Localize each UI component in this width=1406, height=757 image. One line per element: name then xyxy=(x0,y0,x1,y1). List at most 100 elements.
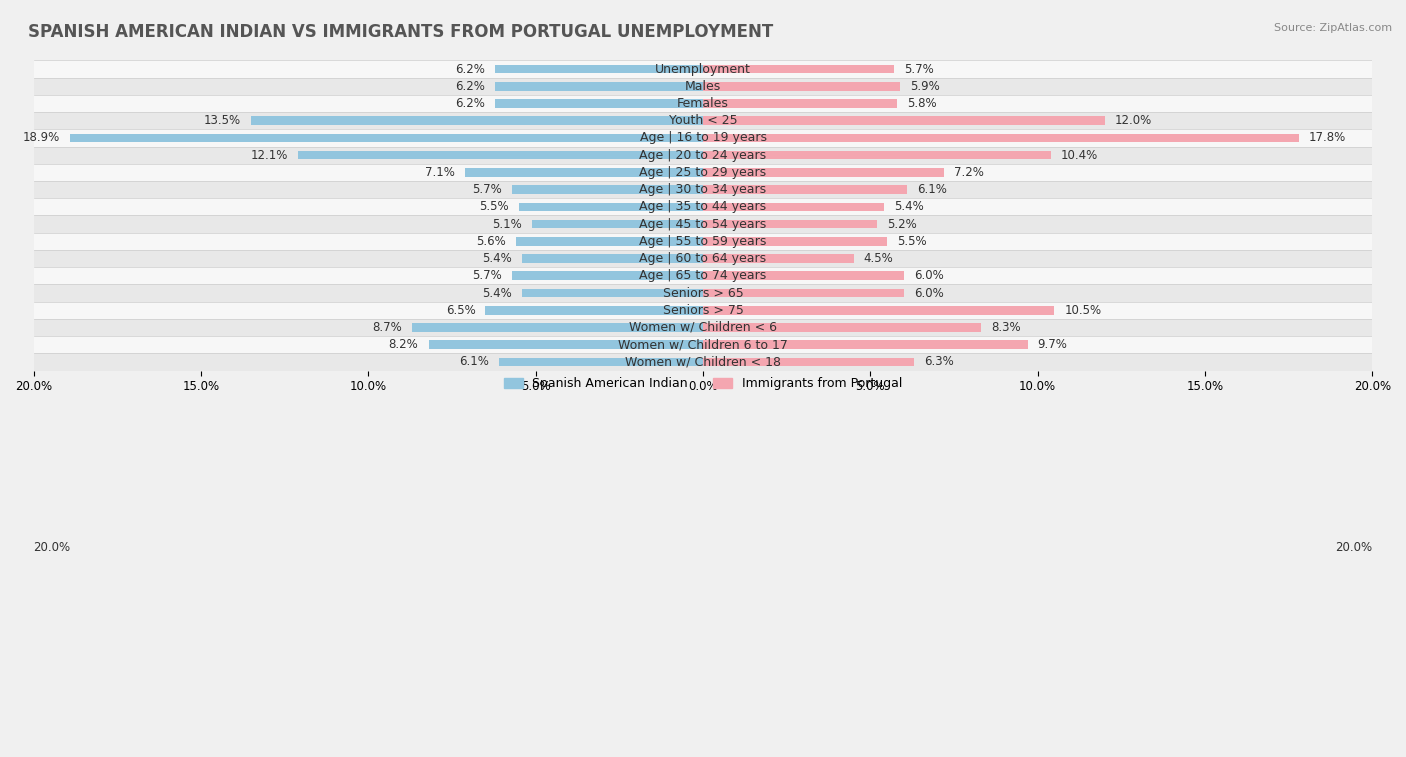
Text: 5.7%: 5.7% xyxy=(472,269,502,282)
Bar xyxy=(412,323,703,332)
Text: 12.1%: 12.1% xyxy=(250,148,288,162)
Text: Age | 60 to 64 years: Age | 60 to 64 years xyxy=(640,252,766,265)
Bar xyxy=(34,319,1372,336)
Text: 6.2%: 6.2% xyxy=(456,79,485,93)
Text: 9.7%: 9.7% xyxy=(1038,338,1067,351)
Bar xyxy=(34,181,1372,198)
Bar xyxy=(34,250,1372,267)
Text: 8.7%: 8.7% xyxy=(373,321,402,334)
Text: 5.5%: 5.5% xyxy=(479,201,509,213)
Bar xyxy=(703,254,853,263)
Bar xyxy=(499,357,703,366)
Bar xyxy=(34,216,1372,232)
Bar xyxy=(512,185,703,194)
Text: Females: Females xyxy=(678,97,728,110)
Text: SPANISH AMERICAN INDIAN VS IMMIGRANTS FROM PORTUGAL UNEMPLOYMENT: SPANISH AMERICAN INDIAN VS IMMIGRANTS FR… xyxy=(28,23,773,41)
Text: 4.5%: 4.5% xyxy=(863,252,893,265)
Text: Males: Males xyxy=(685,79,721,93)
Text: Women w/ Children < 18: Women w/ Children < 18 xyxy=(626,356,780,369)
Bar xyxy=(34,129,1372,147)
Text: 6.3%: 6.3% xyxy=(924,356,953,369)
Legend: Spanish American Indian, Immigrants from Portugal: Spanish American Indian, Immigrants from… xyxy=(499,372,907,395)
Bar xyxy=(703,272,904,280)
Text: 6.0%: 6.0% xyxy=(914,287,943,300)
Bar xyxy=(34,198,1372,216)
Bar xyxy=(34,336,1372,354)
Bar xyxy=(703,357,914,366)
Bar xyxy=(34,285,1372,301)
Text: Age | 30 to 34 years: Age | 30 to 34 years xyxy=(640,183,766,196)
Bar xyxy=(703,323,981,332)
Bar xyxy=(703,237,887,245)
Bar xyxy=(533,220,703,229)
Bar xyxy=(34,301,1372,319)
Text: 5.7%: 5.7% xyxy=(904,63,934,76)
Text: 17.8%: 17.8% xyxy=(1309,132,1346,145)
Bar xyxy=(34,112,1372,129)
Bar xyxy=(34,232,1372,250)
Bar xyxy=(34,147,1372,164)
Text: Age | 35 to 44 years: Age | 35 to 44 years xyxy=(640,201,766,213)
Bar xyxy=(703,203,884,211)
Text: Women w/ Children < 6: Women w/ Children < 6 xyxy=(628,321,778,334)
Bar xyxy=(703,185,907,194)
Bar xyxy=(485,306,703,315)
Bar xyxy=(703,151,1052,160)
Text: 8.3%: 8.3% xyxy=(991,321,1021,334)
Text: 6.2%: 6.2% xyxy=(456,97,485,110)
Text: Age | 16 to 19 years: Age | 16 to 19 years xyxy=(640,132,766,145)
Text: 5.7%: 5.7% xyxy=(472,183,502,196)
Bar xyxy=(703,220,877,229)
Text: 5.5%: 5.5% xyxy=(897,235,927,248)
Bar xyxy=(495,82,703,91)
Text: Age | 65 to 74 years: Age | 65 to 74 years xyxy=(640,269,766,282)
Bar xyxy=(703,168,943,176)
Bar xyxy=(34,164,1372,181)
Bar xyxy=(519,203,703,211)
Bar xyxy=(465,168,703,176)
Text: Age | 45 to 54 years: Age | 45 to 54 years xyxy=(640,217,766,231)
Bar xyxy=(703,306,1054,315)
Text: 10.5%: 10.5% xyxy=(1064,304,1102,316)
Bar xyxy=(298,151,703,160)
Bar xyxy=(703,99,897,107)
Bar xyxy=(703,134,1299,142)
Bar xyxy=(522,288,703,298)
Text: 5.4%: 5.4% xyxy=(482,287,512,300)
Bar xyxy=(34,95,1372,112)
Bar xyxy=(34,267,1372,285)
Text: Seniors > 75: Seniors > 75 xyxy=(662,304,744,316)
Text: 20.0%: 20.0% xyxy=(1336,541,1372,554)
Text: 5.4%: 5.4% xyxy=(482,252,512,265)
Text: 5.2%: 5.2% xyxy=(887,217,917,231)
Bar xyxy=(429,341,703,349)
Text: Age | 25 to 29 years: Age | 25 to 29 years xyxy=(640,166,766,179)
Text: 6.5%: 6.5% xyxy=(446,304,475,316)
Bar xyxy=(34,354,1372,371)
Text: 6.1%: 6.1% xyxy=(458,356,489,369)
Text: Youth < 25: Youth < 25 xyxy=(669,114,737,127)
Text: 5.8%: 5.8% xyxy=(907,97,936,110)
Bar xyxy=(703,288,904,298)
Text: 6.2%: 6.2% xyxy=(456,63,485,76)
Text: Age | 55 to 59 years: Age | 55 to 59 years xyxy=(640,235,766,248)
Bar xyxy=(70,134,703,142)
Text: 5.6%: 5.6% xyxy=(475,235,506,248)
Text: Women w/ Children 6 to 17: Women w/ Children 6 to 17 xyxy=(619,338,787,351)
Text: 7.1%: 7.1% xyxy=(426,166,456,179)
Text: 12.0%: 12.0% xyxy=(1115,114,1152,127)
Bar xyxy=(516,237,703,245)
Bar xyxy=(512,272,703,280)
Text: 5.1%: 5.1% xyxy=(492,217,522,231)
Text: Source: ZipAtlas.com: Source: ZipAtlas.com xyxy=(1274,23,1392,33)
Text: 6.1%: 6.1% xyxy=(917,183,948,196)
Text: 6.0%: 6.0% xyxy=(914,269,943,282)
Text: Seniors > 65: Seniors > 65 xyxy=(662,287,744,300)
Bar xyxy=(34,78,1372,95)
Bar xyxy=(703,65,894,73)
Bar xyxy=(252,117,703,125)
Text: 7.2%: 7.2% xyxy=(955,166,984,179)
Text: 5.9%: 5.9% xyxy=(911,79,941,93)
Bar xyxy=(703,117,1105,125)
Text: 18.9%: 18.9% xyxy=(22,132,60,145)
